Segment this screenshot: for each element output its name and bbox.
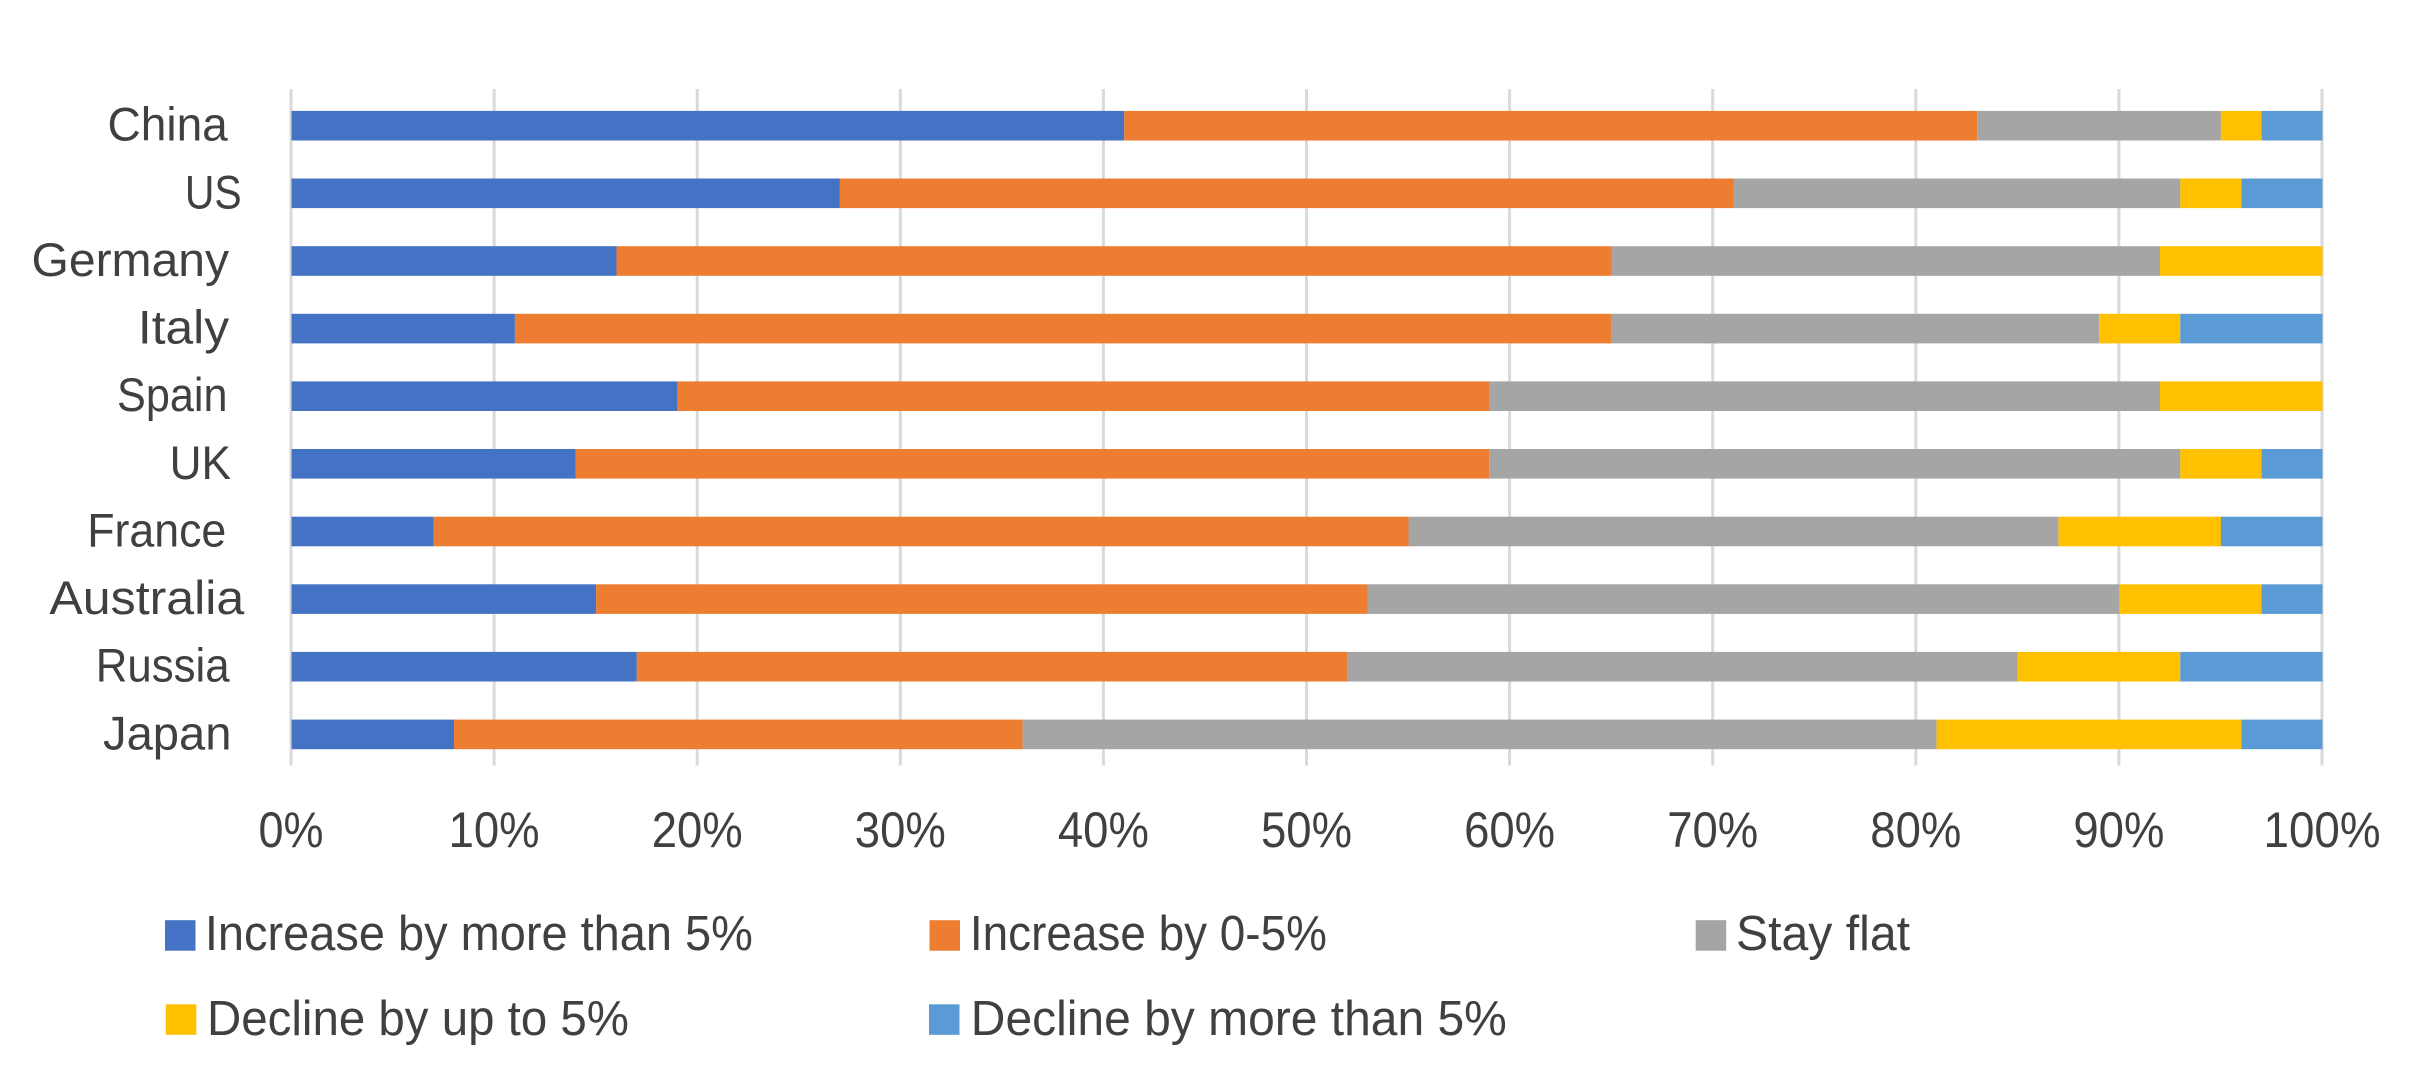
svg-text:US: US [185,165,242,218]
svg-text:Decline by up to 5%: Decline by up to 5% [207,992,629,1046]
svg-text:Spain: Spain [117,368,228,421]
svg-text:Germany: Germany [32,233,230,286]
svg-text:0%: 0% [259,802,324,858]
svg-text:90%: 90% [2073,802,2164,858]
svg-text:China: China [108,98,229,151]
svg-text:20%: 20% [652,802,743,858]
svg-text:Stay flat: Stay flat [1736,907,1910,961]
svg-text:Decline by more than 5%: Decline by more than 5% [971,992,1507,1046]
svg-text:Italy: Italy [138,301,230,354]
svg-text:60%: 60% [1464,802,1555,858]
svg-text:UK: UK [170,436,231,489]
svg-text:Japan: Japan [103,706,232,759]
svg-text:10%: 10% [449,802,540,858]
svg-text:Russia: Russia [96,639,231,692]
svg-text:Increase by 0-5%: Increase by 0-5% [970,907,1327,961]
svg-text:40%: 40% [1058,802,1149,858]
svg-text:80%: 80% [1870,802,1961,858]
svg-text:Australia: Australia [49,571,245,624]
svg-text:100%: 100% [2264,802,2381,858]
svg-text:30%: 30% [855,802,946,858]
svg-text:50%: 50% [1261,802,1352,858]
svg-text:France: France [87,504,226,557]
svg-text:70%: 70% [1667,802,1758,858]
svg-text:Increase by more than 5%: Increase by more than 5% [205,907,753,961]
